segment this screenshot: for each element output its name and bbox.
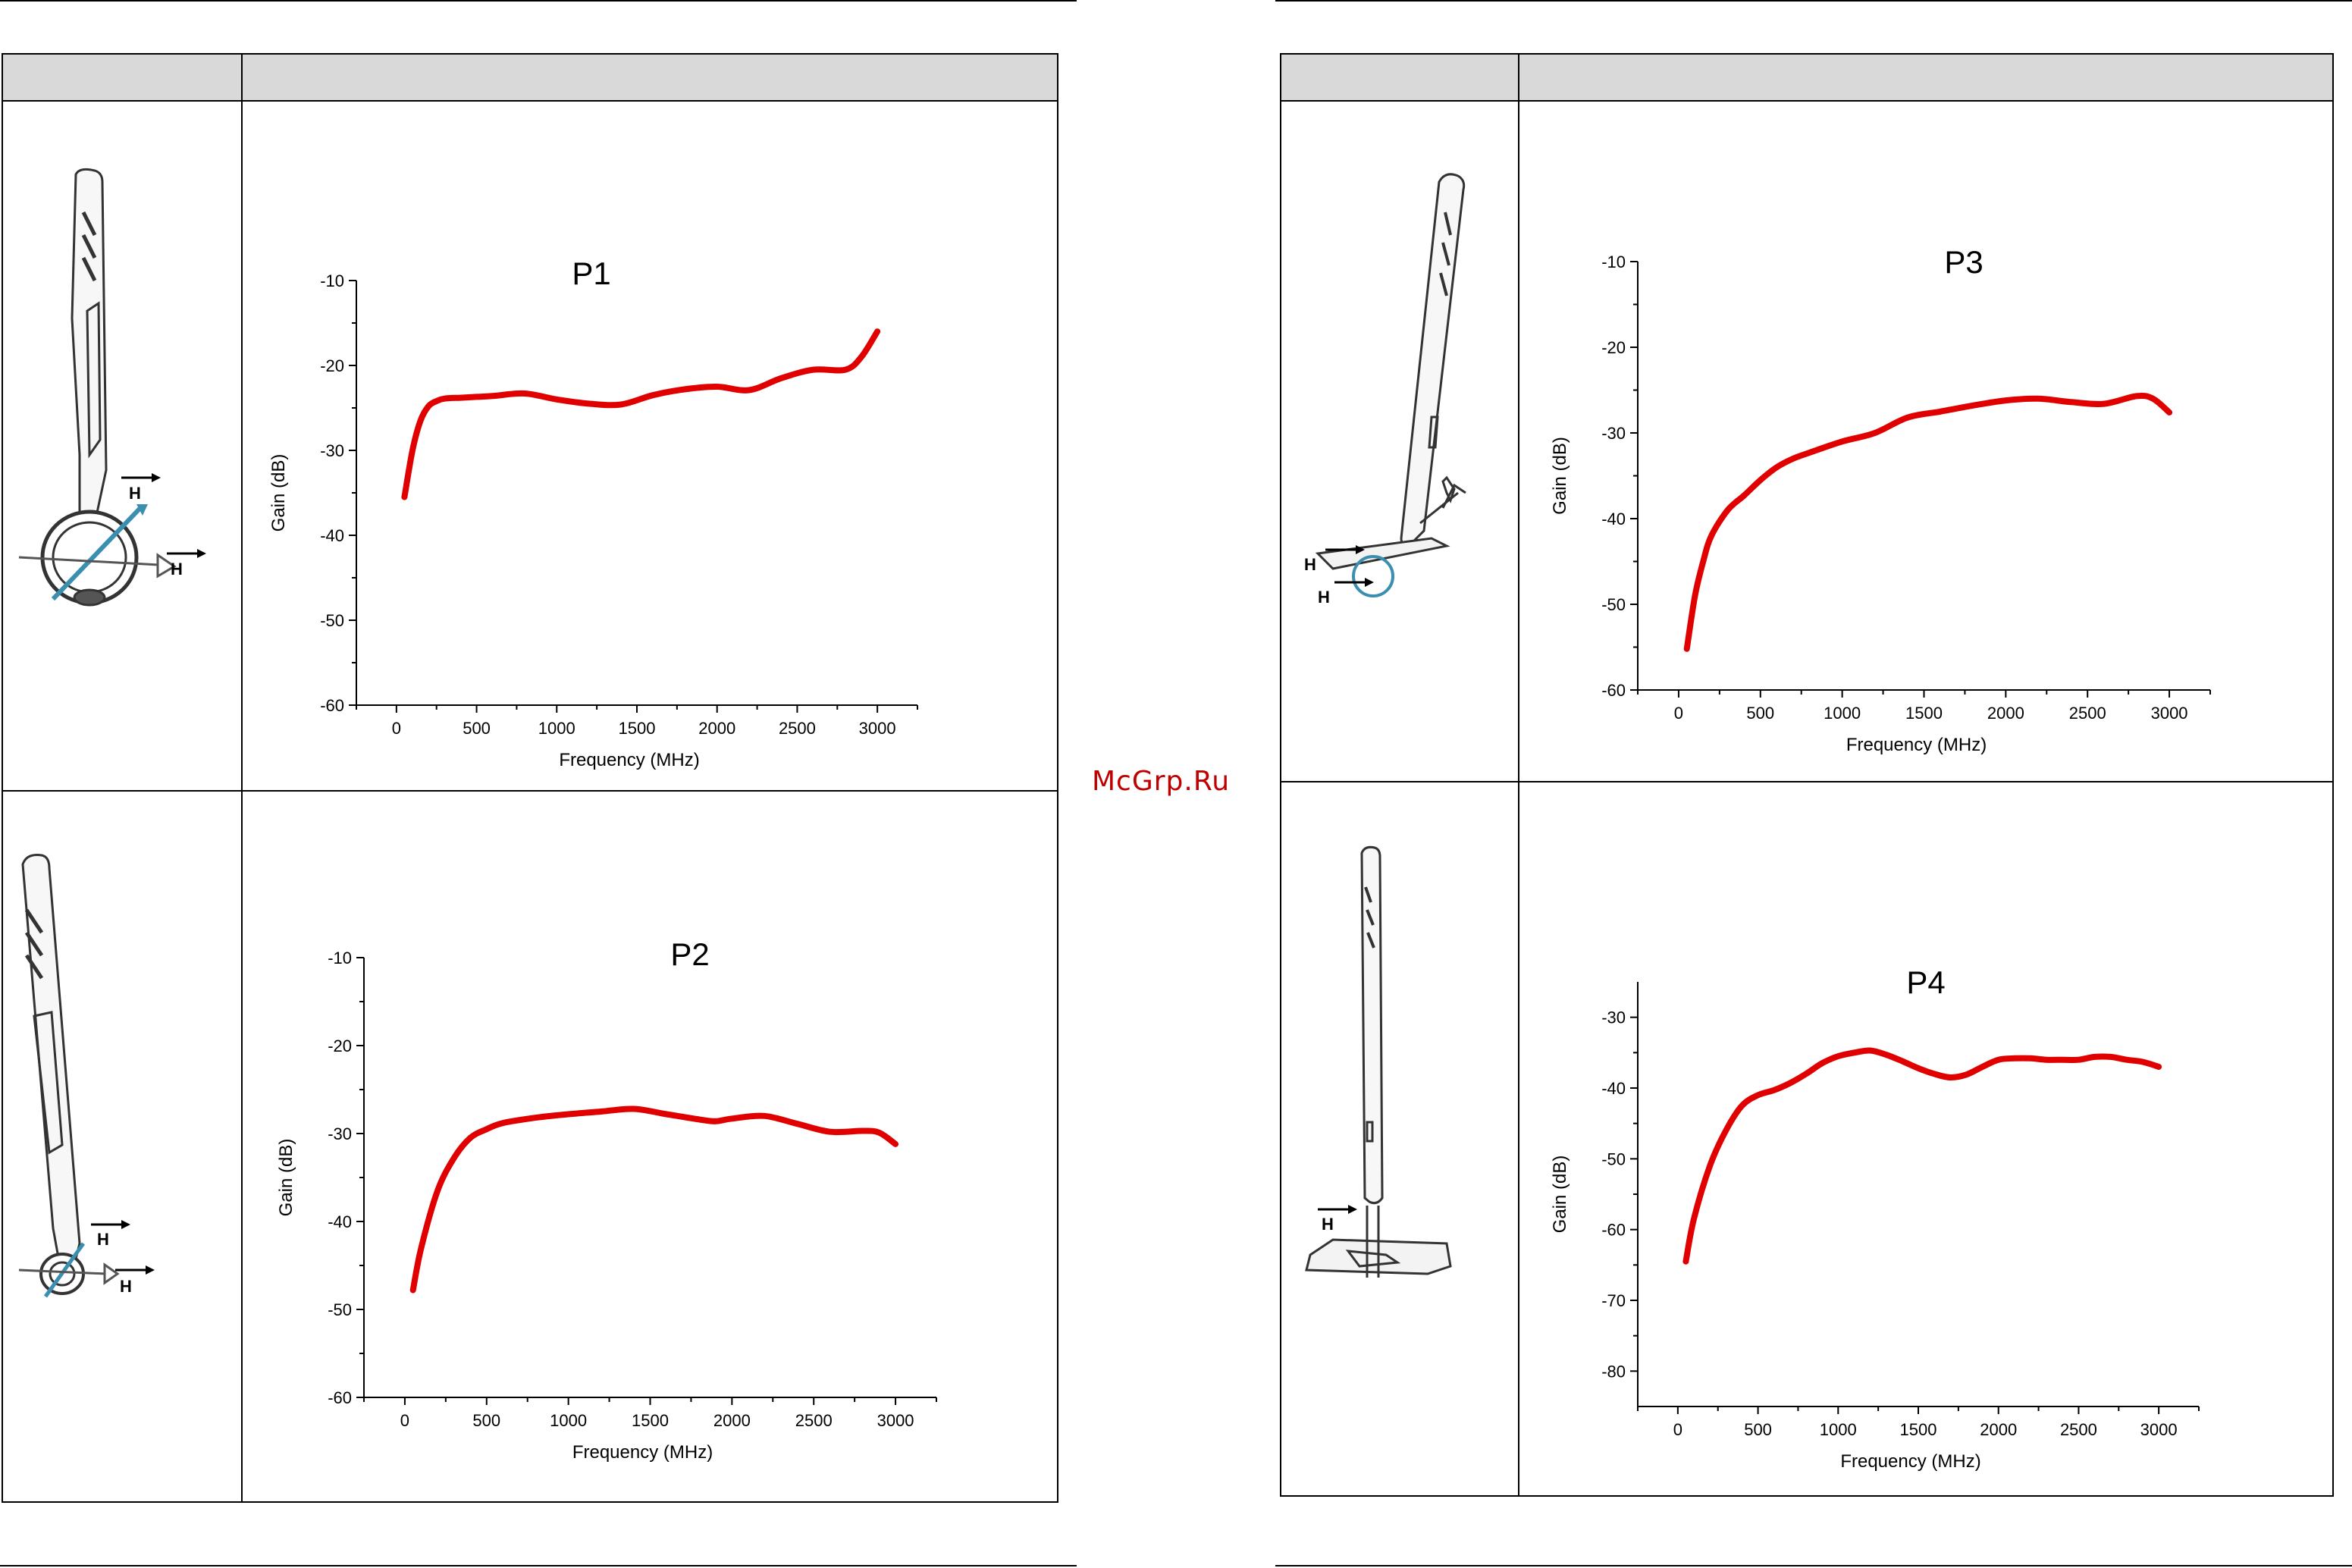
y-tick-label: -30	[1601, 424, 1626, 443]
y-axis-label: Gain (dB)	[268, 454, 289, 532]
y-tick-label: -20	[320, 356, 344, 375]
y-tick-label: -30	[320, 441, 344, 460]
x-tick-label: 0	[1673, 1420, 1682, 1439]
probe-p1-field-label-a: H	[129, 484, 141, 503]
x-tick-label: 3000	[877, 1411, 914, 1430]
x-tick-label: 3000	[859, 719, 896, 738]
gain-curve	[401, 328, 881, 500]
y-tick-label: -50	[320, 611, 344, 630]
probe-p3-field-label-b: H	[1318, 588, 1330, 607]
table-left-header	[3, 55, 1057, 102]
y-tick-label: -40	[328, 1212, 352, 1231]
table-left-row-divider	[3, 790, 1057, 792]
x-tick-label: 2500	[2060, 1420, 2097, 1439]
x-tick-label: 2500	[795, 1411, 833, 1430]
table-left-column-divider	[241, 55, 243, 1501]
x-tick-label: 1000	[538, 719, 575, 738]
y-tick-label: -40	[1601, 1079, 1626, 1098]
x-tick-label: 1000	[1824, 704, 1861, 723]
y-tick-label: -40	[320, 526, 344, 545]
y-axis-label: Gain (dB)	[1550, 437, 1570, 515]
y-axis-label: Gain (dB)	[276, 1139, 296, 1217]
x-tick-label: 3000	[2151, 704, 2188, 723]
probe-p2-field-label-a: H	[97, 1230, 109, 1249]
y-tick-label: -80	[1601, 1362, 1626, 1381]
y-tick-label: -40	[1601, 510, 1626, 528]
x-tick-label: 500	[463, 719, 491, 738]
chart-title: P2	[670, 936, 709, 972]
bottom-rule-left	[0, 1565, 1077, 1566]
x-tick-label: 0	[1674, 704, 1683, 723]
y-tick-label: -60	[328, 1388, 352, 1407]
x-tick-label: 2000	[698, 719, 735, 738]
chart-title: P1	[572, 256, 610, 291]
y-tick-label: -50	[1601, 595, 1626, 614]
chart-p4: -30 -40 -50 -60 -70 -80 0 500 1000 1500 2000 2500 30…	[1550, 964, 2200, 1472]
x-tick-label: 1500	[1905, 704, 1943, 723]
watermark: McGrp.Ru	[1092, 766, 1231, 797]
x-tick-label: 1000	[1820, 1420, 1857, 1439]
chart-p1: -10 -20 -30 -40 -50 -60 0 500 1000 1500 2000 2500 30…	[268, 256, 918, 770]
y-tick-label: -50	[1601, 1149, 1626, 1168]
y-tick-label: -30	[328, 1124, 352, 1143]
y-tick-label: -70	[1601, 1291, 1626, 1310]
x-tick-label: 500	[472, 1411, 500, 1430]
chart-title: P3	[1944, 244, 1983, 280]
probe-p1-icon: H H	[18, 168, 206, 607]
x-tick-label: 500	[1746, 704, 1774, 723]
chart-p2: -10 -20 -30 -40 -50 -60 0 500 1000 1500 2000 2500 30…	[276, 936, 937, 1463]
y-tick-label: -60	[1601, 1221, 1626, 1240]
top-rule-right	[1275, 0, 2352, 2]
y-tick-label: -50	[328, 1300, 352, 1319]
table-right	[1280, 53, 2334, 1497]
probe-p4-field-label: H	[1322, 1215, 1334, 1234]
x-tick-label: 2000	[713, 1411, 751, 1430]
x-axis-label: Frequency (MHz)	[1846, 735, 1987, 755]
x-tick-label: 0	[392, 719, 401, 738]
x-tick-label: 2000	[1980, 1420, 2017, 1439]
probe-p1-field-label-b: H	[171, 560, 183, 579]
x-tick-label: 1500	[632, 1411, 669, 1430]
y-tick-label: -10	[320, 271, 344, 290]
x-tick-label: 2500	[2069, 704, 2106, 723]
x-tick-label: 500	[1744, 1420, 1772, 1439]
chart-title: P4	[1906, 964, 1945, 1000]
x-axis-label: Frequency (MHz)	[559, 750, 699, 770]
x-axis-label: Frequency (MHz)	[572, 1442, 713, 1463]
gain-curve	[409, 1105, 899, 1294]
gain-curve	[1682, 1047, 2162, 1265]
x-axis-label: Frequency (MHz)	[1840, 1451, 1980, 1472]
x-tick-label: 0	[400, 1411, 409, 1430]
x-tick-label: 1500	[1900, 1420, 1937, 1439]
y-tick-label: -60	[320, 696, 344, 715]
y-tick-label: -10	[328, 949, 352, 967]
chart-p3: -10 -20 -30 -40 -50 -60 0 500 1000 1500 2000 2500 30…	[1550, 244, 2211, 755]
probe-p3-icon: H H	[1304, 173, 1466, 607]
y-tick-label: -20	[1601, 338, 1626, 357]
table-right-column-divider	[1518, 55, 1519, 1495]
table-right-header	[1281, 55, 2332, 102]
y-tick-label: -30	[1601, 1008, 1626, 1027]
probe-p3-field-label-a: H	[1304, 555, 1316, 574]
top-rule-left	[0, 0, 1077, 2]
y-axis-label: Gain (dB)	[1550, 1156, 1570, 1234]
table-right-row-divider	[1281, 781, 2332, 782]
x-tick-label: 2500	[779, 719, 816, 738]
gain-curve	[1683, 392, 2173, 652]
y-tick-label: -10	[1601, 252, 1626, 271]
x-tick-label: 3000	[2140, 1420, 2178, 1439]
x-tick-label: 1500	[619, 719, 656, 738]
x-tick-label: 1000	[550, 1411, 587, 1430]
probe-p2-icon: H H	[18, 854, 155, 1298]
y-tick-label: -60	[1601, 681, 1626, 700]
bottom-rule-right	[1275, 1565, 2352, 1566]
probe-p4-icon: H	[1305, 845, 1452, 1278]
table-left	[2, 53, 1058, 1503]
x-tick-label: 2000	[1987, 704, 2024, 723]
y-tick-label: -20	[328, 1036, 352, 1055]
probe-p2-field-label-b: H	[120, 1277, 132, 1296]
